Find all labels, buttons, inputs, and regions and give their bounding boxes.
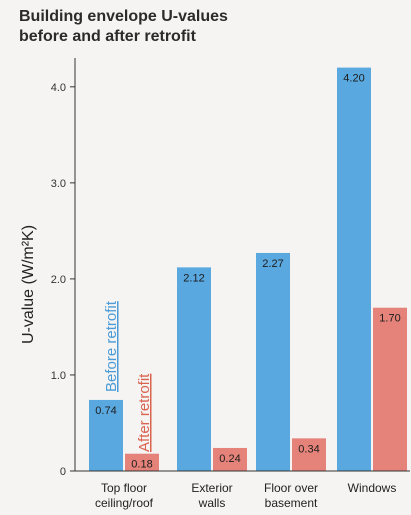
bar-before-retrofit: [256, 252, 290, 471]
y-tick-label: 4.0: [51, 82, 66, 94]
bar-value-label: 1.70: [379, 313, 400, 325]
y-tick-label: 2.0: [51, 274, 66, 286]
legend-after-retrofit: After retrofit: [136, 373, 153, 452]
bar-after-retrofit: [373, 307, 407, 471]
bar-value-label: 0.18: [131, 459, 152, 471]
category-label: Floor over: [264, 481, 318, 495]
category-label: Exterior: [191, 481, 232, 495]
bar-value-label: 2.27: [262, 258, 283, 270]
bar-before-retrofit: [177, 267, 211, 471]
bar-after-retrofit: [292, 438, 326, 471]
bar-before-retrofit: [89, 399, 123, 471]
bar-after-retrofit: [125, 453, 159, 471]
bar-before-retrofit: [337, 67, 371, 472]
bar-after-retrofit: [213, 447, 247, 471]
y-tick-label: 0: [60, 466, 66, 478]
chart-title-line-1: Building envelope U-values: [19, 8, 228, 25]
category-label: basement: [265, 496, 318, 510]
chart-title: Building envelope U-values before and af…: [19, 7, 228, 47]
bar-value-label: 0.24: [219, 453, 240, 465]
bar-value-label: 0.34: [298, 443, 319, 455]
category-label: ceiling/roof: [95, 496, 154, 510]
bar-value-label: 4.20: [343, 73, 364, 85]
chart-title-line-2: before and after retrofit: [19, 28, 196, 45]
y-tick-label: 3.0: [51, 178, 66, 190]
category-label: Top floor: [101, 481, 147, 495]
y-tick-label: 1.0: [51, 370, 66, 382]
y-axis-title: U-value (W/m²K): [20, 225, 37, 344]
category-label: Windows: [348, 481, 397, 495]
bar-value-label: 0.74: [95, 405, 116, 417]
category-label: walls: [198, 496, 226, 510]
bar-value-label: 2.12: [183, 272, 204, 284]
legend-before-retrofit: Before retrofit: [103, 300, 120, 392]
